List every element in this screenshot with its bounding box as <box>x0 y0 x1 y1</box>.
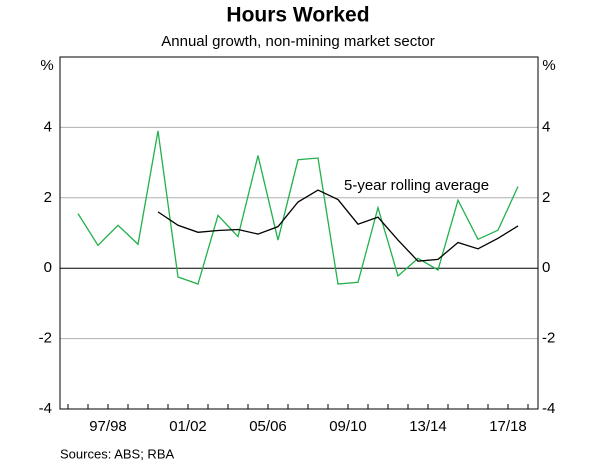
y-tick-label: 2 <box>44 189 52 206</box>
x-tick-label: 05/06 <box>249 418 287 435</box>
plot-frame <box>59 56 539 410</box>
chart-title: Hours Worked <box>226 4 369 27</box>
x-tick-label: 17/18 <box>489 418 527 435</box>
series-annotation: 5-year rolling average <box>344 177 489 194</box>
y-tick-label: -4 <box>39 400 52 417</box>
y2-tick-label: 4 <box>542 118 550 135</box>
series-line <box>157 189 519 262</box>
y2-axis-label: % <box>542 57 555 74</box>
y-tick-label: 0 <box>44 259 52 276</box>
y-tick-label: 4 <box>44 118 52 135</box>
series-line <box>77 130 519 285</box>
x-tick-label: 01/02 <box>169 418 207 435</box>
x-tick-label: 13/14 <box>409 418 447 435</box>
x-tick-label: 09/10 <box>329 418 367 435</box>
chart-subtitle: Annual growth, non-mining market sector <box>161 33 434 50</box>
y2-tick-label: -2 <box>542 330 555 347</box>
y-axis-label: % <box>40 57 53 74</box>
y2-tick-label: -4 <box>542 400 555 417</box>
y2-tick-label: 0 <box>542 259 550 276</box>
x-tick-label: 97/98 <box>89 418 127 435</box>
source-note: Sources: ABS; RBA <box>60 446 174 461</box>
y2-tick-label: 2 <box>542 189 550 206</box>
y-tick-label: -2 <box>39 330 52 347</box>
